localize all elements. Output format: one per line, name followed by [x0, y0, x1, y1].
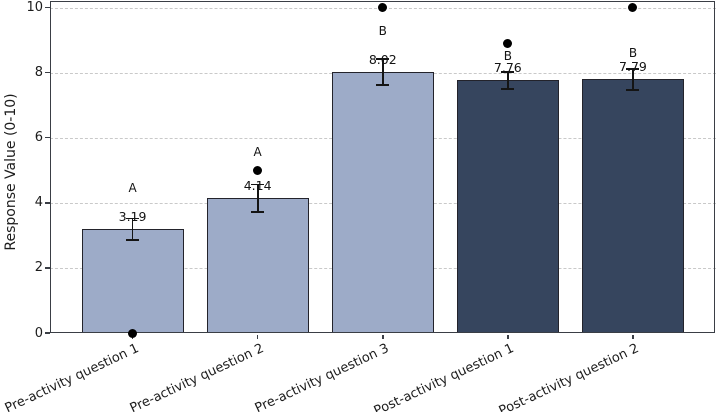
- bar-value-label-3: 8.02: [368, 51, 397, 67]
- error-bar-cap-bottom-2: [251, 211, 265, 213]
- y-tick-label-2: 2: [34, 260, 43, 276]
- y-tick-label-8: 8: [34, 65, 43, 81]
- error-bar-4: [506, 71, 509, 89]
- y-tick-4: [45, 202, 50, 204]
- bar-1: [81, 229, 184, 333]
- x-tick-label-1: Pre-activity question 1: [2, 341, 141, 412]
- y-tick-label-0: 0: [34, 325, 43, 341]
- error-bar-cap-bottom-3: [376, 84, 390, 86]
- y-tick-6: [45, 136, 50, 139]
- significance-letter-1: A: [128, 180, 137, 195]
- bar-value-label-5: 7.79: [619, 59, 647, 75]
- error-bar-1: [131, 218, 134, 240]
- x-tick-2: [256, 334, 259, 339]
- data-point-1: [128, 328, 138, 338]
- y-tick-0: [45, 332, 50, 334]
- data-point-3: [378, 3, 388, 12]
- y-tick-label-4: 4: [34, 195, 43, 211]
- data-point-2: [253, 165, 263, 175]
- error-bar-cap-bottom-4: [501, 87, 515, 90]
- error-bar-cap-top-1: [126, 217, 140, 220]
- x-tick-3: [382, 334, 384, 339]
- significance-letter-3: B: [378, 24, 387, 39]
- error-bar-5: [632, 69, 634, 90]
- bar-value-label-1: 3.19: [118, 209, 147, 225]
- error-bar-cap-top-5: [626, 68, 640, 70]
- significance-letter-2: A: [253, 144, 262, 159]
- data-point-4: [503, 38, 513, 48]
- error-bar-cap-bottom-5: [626, 88, 640, 91]
- y-tick-8: [45, 71, 50, 74]
- bar-value-label-4: 7.76: [493, 60, 522, 76]
- error-bar-cap-top-2: [251, 183, 265, 186]
- error-bar-3: [381, 58, 384, 85]
- significance-letter-4: B: [503, 48, 512, 63]
- data-point-5: [628, 3, 638, 12]
- error-bar-cap-top-4: [501, 71, 515, 73]
- y-tick-2: [45, 267, 50, 269]
- error-bar-cap-top-3: [376, 58, 390, 60]
- x-tick-4: [507, 334, 509, 339]
- error-bar-2: [256, 184, 259, 212]
- bar-value-label-2: 4.14: [243, 178, 272, 194]
- error-bar-cap-bottom-1: [126, 239, 140, 241]
- y-tick-10: [45, 6, 50, 9]
- bar-3: [331, 71, 434, 333]
- x-tick-5: [632, 334, 634, 339]
- y-axis-label: Response Value (0-10): [3, 93, 19, 251]
- bar-4: [456, 80, 559, 333]
- bar-2: [206, 198, 309, 333]
- y-tick-label-6: 6: [34, 130, 43, 146]
- significance-letter-5: B: [628, 45, 638, 60]
- bar-5: [581, 79, 684, 333]
- y-tick-label-10: 10: [26, 0, 43, 16]
